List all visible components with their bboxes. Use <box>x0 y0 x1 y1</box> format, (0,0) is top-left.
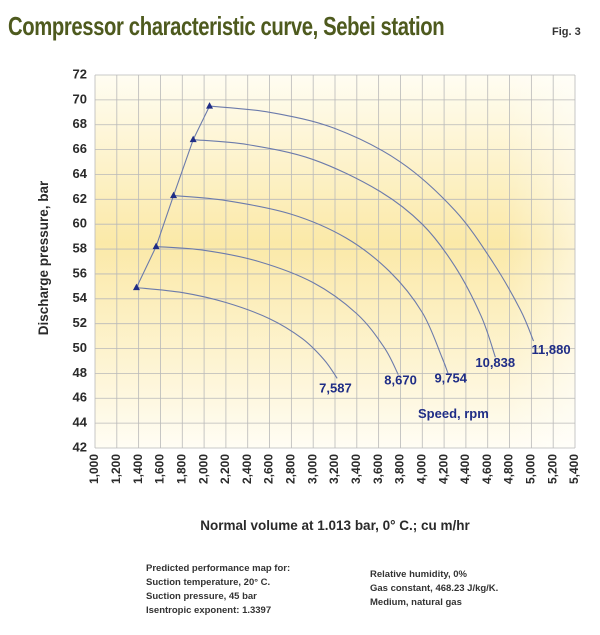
x-tick-label-8: 2,600 <box>262 454 276 484</box>
x-tick-label-9: 2,800 <box>284 454 298 484</box>
notes-left: Predicted performance map for: Suction t… <box>146 562 290 618</box>
x-tick-label-3: 1,600 <box>153 454 167 484</box>
surge-marker-3 <box>189 135 197 143</box>
y-tick-label-10: 62 <box>73 191 87 206</box>
y-tick-label-9: 60 <box>73 216 87 231</box>
y-tick-label-11: 64 <box>73 166 88 181</box>
speed-curves <box>136 105 535 379</box>
y-tick-label-12: 66 <box>73 141 87 156</box>
speed-label-0: 7,587 <box>319 380 352 395</box>
x-tick-label-13: 3,600 <box>371 454 385 484</box>
note-line: Suction pressure, 45 bar <box>146 591 257 602</box>
y-tick-label-7: 56 <box>73 265 87 280</box>
x-tick-label-5: 2,000 <box>196 454 210 484</box>
x-tick-labels: 1,000 1,200 1,400 1,600 1,800 2,000 2,200 2,400… <box>87 454 581 484</box>
x-tick-label-12: 3,400 <box>349 454 363 484</box>
x-tick-label-19: 4,800 <box>502 454 516 484</box>
y-tick-label-6: 54 <box>73 290 88 305</box>
notes-right: Relative humidity, 0% Gas constant, 468.… <box>370 568 498 610</box>
note-line: Suction temperature, 20° C. <box>146 577 271 588</box>
speed-curve-0 <box>136 287 338 379</box>
speed-label-4: 11,880 <box>532 342 571 357</box>
x-tick-label-6: 2,200 <box>218 454 232 484</box>
y-tick-label-15: 72 <box>73 66 87 81</box>
note-line: Medium, natural gas <box>370 597 462 608</box>
x-tick-label-16: 4,200 <box>436 454 450 484</box>
compressor-chart: 1,000 1,200 1,400 1,600 1,800 2,000 2,200 2,400… <box>36 66 581 533</box>
x-tick-label-7: 2,400 <box>240 454 254 484</box>
x-tick-label-20: 5,000 <box>524 454 538 484</box>
chart-title: Compressor characteristic curve, Sebei s… <box>8 11 445 41</box>
y-tick-label-4: 50 <box>73 340 87 355</box>
y-tick-label-14: 70 <box>73 91 87 106</box>
x-tick-label-18: 4,600 <box>480 454 494 484</box>
y-tick-label-0: 42 <box>73 439 87 454</box>
x-tick-label-0: 1,000 <box>87 454 101 484</box>
speed-labels: 7,587 8,670 9,754 10,838 11,880 <box>319 342 570 395</box>
surge-marker-0 <box>132 283 140 291</box>
speed-label-3: 10,838 <box>475 355 515 370</box>
note-line: Predicted performance map for: <box>146 563 291 574</box>
note-line: Relative humidity, 0% <box>370 569 467 580</box>
speed-curve-4 <box>209 105 535 342</box>
legend-title: Speed, rpm <box>418 406 489 421</box>
speed-label-2: 9,754 <box>434 371 467 386</box>
x-tick-label-4: 1,800 <box>174 454 188 484</box>
y-tick-label-2: 46 <box>73 390 87 405</box>
surge-markers <box>132 102 214 291</box>
speed-curve-2 <box>173 195 449 375</box>
x-tick-label-2: 1,400 <box>131 454 145 484</box>
y-tick-label-3: 48 <box>73 365 87 380</box>
x-tick-label-14: 3,800 <box>393 454 407 484</box>
speed-label-1: 8,670 <box>384 373 417 388</box>
x-axis-label: Normal volume at 1.013 bar, 0° C.; cu m/… <box>200 518 470 533</box>
y-tick-label-13: 68 <box>73 116 87 131</box>
x-tick-label-21: 5,200 <box>545 454 559 484</box>
x-tick-label-22: 5,400 <box>567 454 581 484</box>
surge-marker-2 <box>170 191 178 199</box>
x-tick-label-17: 4,400 <box>458 454 472 484</box>
x-tick-label-10: 3,000 <box>305 454 319 484</box>
y-axis-label: Discharge pressure, bar <box>36 180 51 335</box>
surge-marker-4 <box>206 102 214 109</box>
y-tick-labels: 42 44 46 48 50 52 54 56 58 60 62 64 66 68 70 72 <box>73 66 88 454</box>
figure-label: Fig. 3 <box>552 26 581 38</box>
x-tick-label-1: 1,200 <box>109 454 123 484</box>
x-tick-label-15: 4,000 <box>414 454 428 484</box>
surge-marker-1 <box>152 242 160 250</box>
note-line: Isentropic exponent: 1.3397 <box>146 605 272 616</box>
y-tick-label-8: 58 <box>73 241 87 256</box>
y-tick-label-5: 52 <box>73 315 87 330</box>
speed-curve-3 <box>193 139 496 358</box>
note-line: Gas constant, 468.23 J/kg/K. <box>370 583 499 594</box>
speed-curve-1 <box>156 246 399 375</box>
x-tick-label-11: 3,200 <box>327 454 341 484</box>
y-tick-label-1: 44 <box>73 415 88 430</box>
